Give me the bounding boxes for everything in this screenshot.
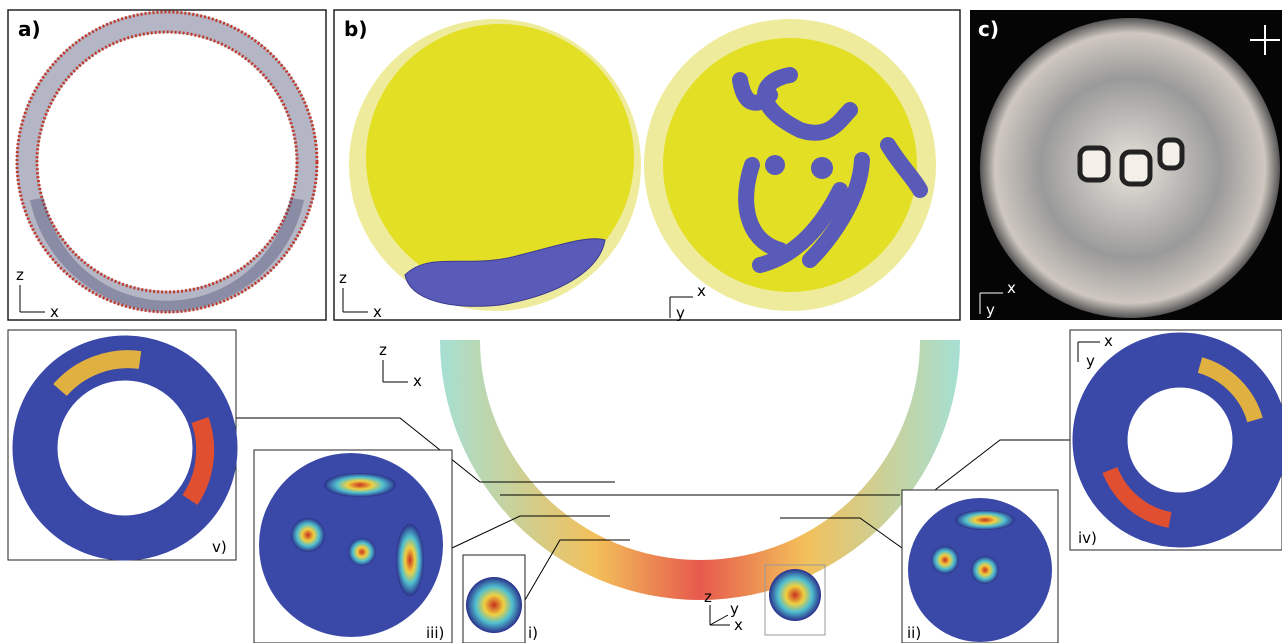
axis-label: x xyxy=(1104,332,1113,350)
panel-label: a) xyxy=(18,17,41,41)
axis-label: x xyxy=(373,303,382,321)
shell-cross-section xyxy=(440,340,960,600)
domain xyxy=(765,155,785,175)
sphere xyxy=(769,569,821,621)
lobe xyxy=(291,518,325,552)
domain xyxy=(880,137,928,198)
connector xyxy=(451,515,610,549)
lobe xyxy=(396,524,424,596)
defect xyxy=(1157,137,1185,171)
lobe xyxy=(1197,357,1263,423)
inset-label: i) xyxy=(528,624,538,642)
defect xyxy=(1077,145,1111,183)
shell-edge xyxy=(15,10,319,314)
panel-label: b) xyxy=(344,17,367,41)
panel-label: c) xyxy=(978,17,999,41)
axis-label: x xyxy=(1007,279,1016,297)
axis-label: z xyxy=(704,588,712,606)
domain xyxy=(738,157,788,258)
domain xyxy=(757,67,858,141)
droplet-core xyxy=(366,24,634,292)
axis-label: z xyxy=(16,266,24,284)
axis-label: z xyxy=(379,341,387,359)
lobe xyxy=(324,473,396,497)
axis-label: y xyxy=(676,304,685,322)
connectors xyxy=(236,417,1070,601)
lobe xyxy=(182,417,215,505)
lobe xyxy=(348,538,376,566)
axis-label: z xyxy=(339,269,347,287)
box xyxy=(764,564,826,636)
axis-label: y xyxy=(1086,352,1095,370)
lobe xyxy=(53,350,142,397)
polarizer-icon xyxy=(1250,25,1280,55)
axis-label: y xyxy=(730,600,739,618)
lobe xyxy=(1102,466,1172,528)
lobe xyxy=(931,546,959,574)
connector xyxy=(934,439,1070,491)
inset-label: ii) xyxy=(907,624,921,642)
shell-edge xyxy=(35,30,299,294)
panel-frame xyxy=(7,9,327,321)
domain xyxy=(752,182,848,273)
axis-label: x xyxy=(50,303,59,321)
inset-label: iii) xyxy=(426,624,444,642)
droplet-core xyxy=(663,38,917,292)
axis-label: x xyxy=(697,282,706,300)
domain xyxy=(811,157,833,179)
axis-label: x xyxy=(734,616,743,634)
defects xyxy=(1077,137,1185,187)
domain xyxy=(802,152,870,268)
domain xyxy=(404,238,606,307)
connector xyxy=(524,539,630,601)
inset-label: iv) xyxy=(1078,529,1097,547)
axis-label: x xyxy=(413,372,422,390)
inset-disk xyxy=(466,577,522,633)
thick-shell xyxy=(30,198,304,312)
lobe xyxy=(955,510,1015,530)
axis-arrow xyxy=(709,614,729,626)
inset-ring xyxy=(1072,332,1282,548)
inset-label: v) xyxy=(212,538,227,556)
domains xyxy=(732,67,928,273)
defect xyxy=(1119,149,1153,187)
shell xyxy=(16,11,318,313)
lobe xyxy=(971,556,999,584)
connector xyxy=(780,517,903,549)
axis-label: y xyxy=(986,301,995,319)
